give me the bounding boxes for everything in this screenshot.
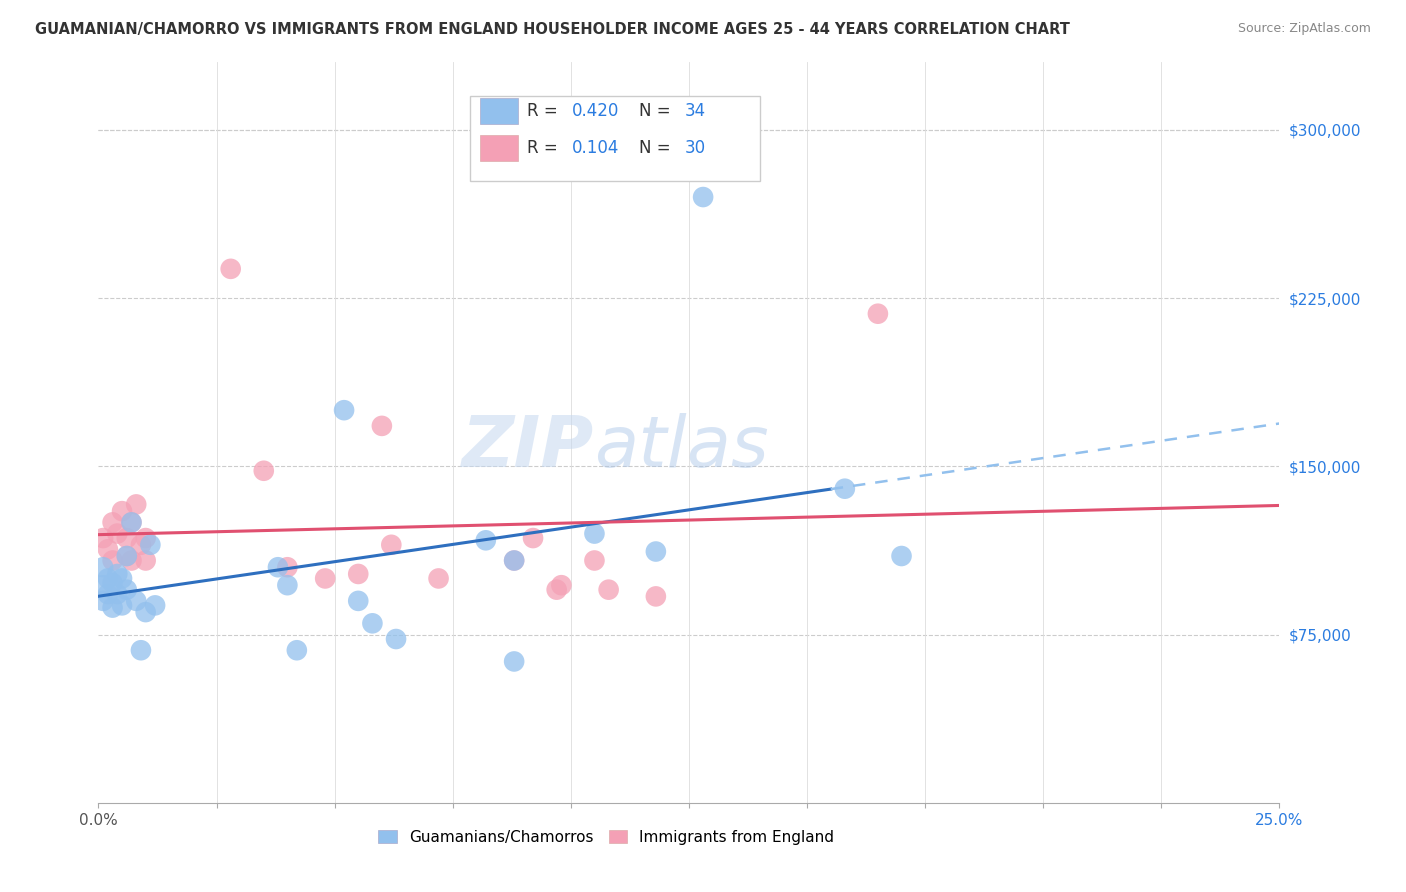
Point: [101, 553, 124, 567]
Point: [97, 571, 120, 585]
Point: [115, 549, 138, 563]
Point: [111, 571, 134, 585]
Point: [890, 549, 912, 563]
Point: [347, 566, 370, 581]
Point: [139, 538, 162, 552]
Text: N =: N =: [640, 138, 676, 157]
Point: [97, 587, 120, 601]
Point: [314, 571, 336, 585]
Point: [385, 632, 408, 646]
Point: [135, 531, 157, 545]
Point: [503, 655, 526, 669]
Point: [101, 576, 124, 591]
Point: [135, 553, 157, 567]
Point: [692, 190, 714, 204]
Text: 34: 34: [685, 102, 706, 120]
Text: atlas: atlas: [595, 413, 769, 482]
Point: [121, 553, 143, 567]
Text: R =: R =: [527, 138, 564, 157]
Point: [115, 549, 138, 563]
Point: [866, 307, 889, 321]
Point: [285, 643, 308, 657]
Text: R =: R =: [527, 102, 564, 120]
Text: 30: 30: [685, 138, 706, 157]
Point: [253, 464, 276, 478]
Point: [111, 504, 134, 518]
FancyBboxPatch shape: [479, 98, 517, 124]
Text: N =: N =: [640, 102, 676, 120]
Point: [101, 516, 124, 530]
Point: [143, 599, 166, 613]
Legend: Guamanians/Chamorros, Immigrants from England: Guamanians/Chamorros, Immigrants from En…: [373, 823, 841, 851]
Text: GUAMANIAN/CHAMORRO VS IMMIGRANTS FROM ENGLAND HOUSEHOLDER INCOME AGES 25 - 44 YE: GUAMANIAN/CHAMORRO VS IMMIGRANTS FROM EN…: [35, 22, 1070, 37]
Point: [135, 605, 157, 619]
Point: [91, 578, 114, 592]
Point: [267, 560, 290, 574]
Point: [644, 590, 666, 604]
Point: [129, 538, 152, 552]
FancyBboxPatch shape: [479, 135, 517, 161]
Point: [550, 578, 572, 592]
Point: [97, 542, 120, 557]
Point: [105, 526, 128, 541]
Point: [644, 544, 666, 558]
Point: [105, 566, 128, 581]
Point: [91, 531, 114, 545]
Point: [276, 560, 298, 574]
FancyBboxPatch shape: [471, 95, 759, 181]
Point: [598, 582, 620, 597]
Text: Source: ZipAtlas.com: Source: ZipAtlas.com: [1237, 22, 1371, 36]
Text: 0.104: 0.104: [572, 138, 620, 157]
Point: [834, 482, 856, 496]
Point: [121, 516, 143, 530]
Point: [276, 578, 298, 592]
Point: [583, 526, 606, 541]
Point: [522, 531, 544, 545]
Point: [503, 553, 526, 567]
Point: [121, 516, 143, 530]
Text: ZIP: ZIP: [463, 413, 595, 482]
Text: 0.420: 0.420: [572, 102, 620, 120]
Point: [333, 403, 356, 417]
Point: [91, 560, 114, 574]
Point: [583, 553, 606, 567]
Point: [115, 582, 138, 597]
Point: [219, 261, 242, 276]
Point: [91, 594, 114, 608]
Point: [546, 582, 568, 597]
Point: [347, 594, 370, 608]
Point: [125, 497, 148, 511]
Point: [427, 571, 450, 585]
Point: [361, 616, 384, 631]
Point: [475, 533, 498, 548]
Point: [371, 418, 394, 433]
Point: [111, 599, 134, 613]
Point: [380, 538, 402, 552]
Point: [101, 600, 124, 615]
Point: [129, 643, 152, 657]
Point: [115, 531, 138, 545]
Point: [125, 594, 148, 608]
Point: [503, 553, 526, 567]
Point: [105, 587, 128, 601]
